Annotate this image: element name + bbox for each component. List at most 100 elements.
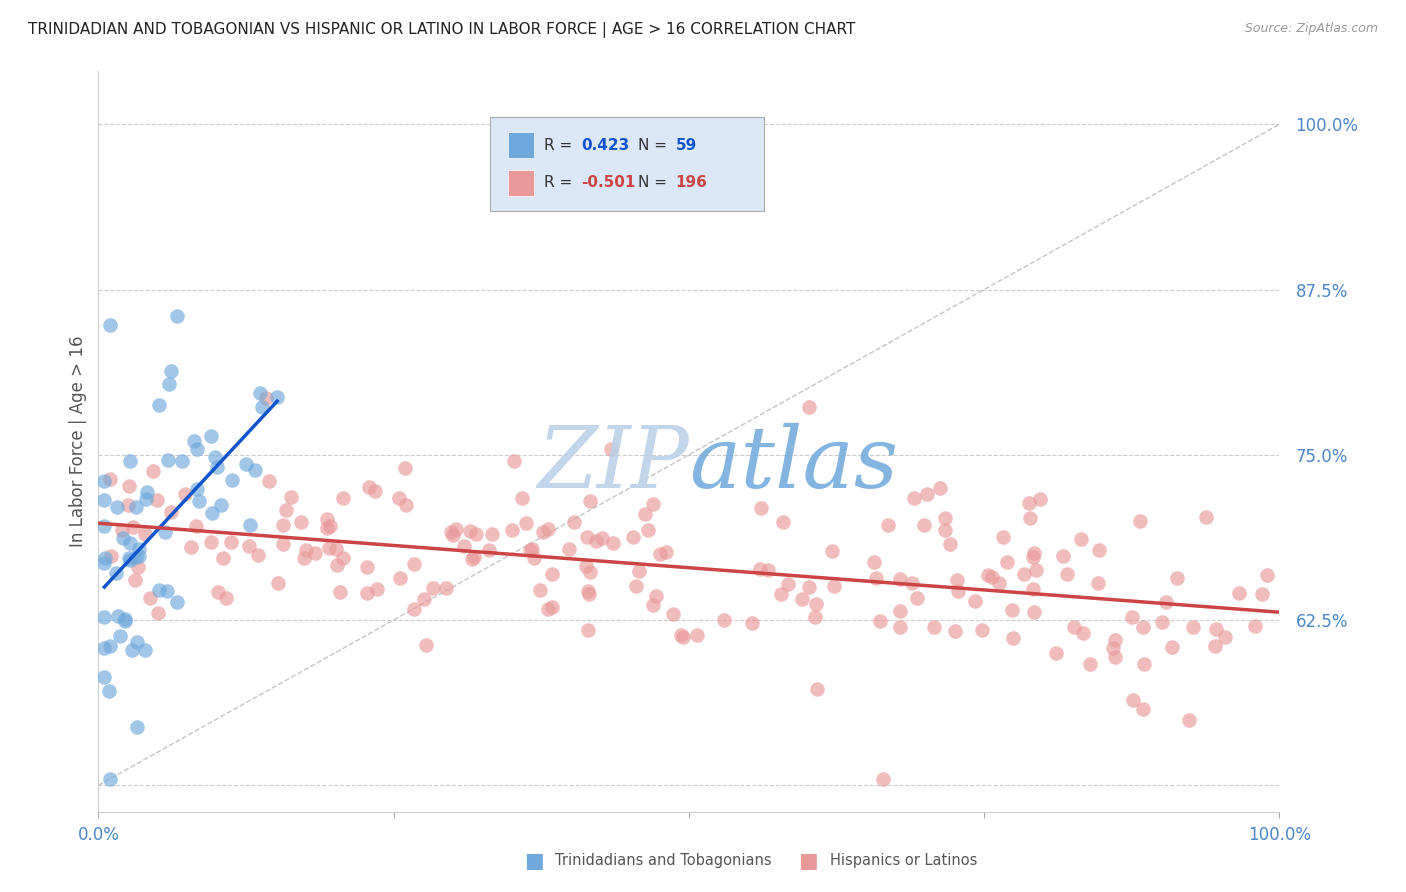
Point: [821, 544, 844, 558]
Point: [529, 582, 551, 597]
Point: [790, 592, 813, 607]
Point: [93, 556, 115, 570]
Point: [903, 491, 925, 505]
Point: [751, 501, 773, 516]
Point: [160, 364, 183, 378]
Text: N =: N =: [638, 176, 672, 190]
Point: [823, 579, 845, 593]
Point: [415, 638, 437, 652]
Point: [444, 522, 467, 536]
Point: [806, 597, 828, 611]
Point: [402, 557, 425, 571]
Point: [111, 523, 134, 537]
Point: [1063, 620, 1085, 634]
Point: [1018, 511, 1040, 525]
Point: [772, 515, 794, 529]
Point: [1156, 594, 1178, 608]
Point: [267, 576, 290, 591]
Point: [799, 580, 821, 594]
Point: [97, 684, 120, 698]
Point: [686, 628, 709, 642]
Point: [294, 543, 316, 558]
Point: [1195, 510, 1218, 524]
Point: [441, 528, 464, 542]
Point: [107, 608, 129, 623]
Point: [273, 536, 295, 550]
Point: [643, 598, 665, 612]
Point: [238, 517, 260, 532]
Point: [114, 614, 136, 628]
Point: [537, 522, 560, 536]
Point: [575, 530, 598, 544]
Point: [148, 606, 170, 620]
Point: [1251, 587, 1274, 601]
Point: [128, 542, 150, 557]
Point: [669, 628, 692, 642]
Point: [136, 485, 159, 500]
Point: [1104, 649, 1126, 664]
Point: [1205, 622, 1227, 636]
Point: [749, 562, 772, 576]
Point: [637, 523, 659, 537]
Point: [537, 601, 560, 615]
Point: [188, 493, 211, 508]
Point: [125, 720, 148, 734]
Point: [531, 525, 554, 540]
Point: [575, 558, 598, 573]
Point: [402, 601, 425, 615]
Point: [1129, 514, 1152, 528]
Point: [1022, 582, 1045, 596]
Point: [246, 548, 269, 562]
Point: [1018, 496, 1040, 510]
Point: [98, 772, 121, 786]
Text: 0.423: 0.423: [582, 138, 630, 153]
Point: [713, 613, 735, 627]
Text: ZIP: ZIP: [537, 423, 689, 505]
Point: [104, 566, 127, 581]
Point: [981, 570, 1004, 584]
Point: [1177, 713, 1199, 727]
Point: [1012, 567, 1035, 582]
Point: [243, 463, 266, 477]
Point: [125, 500, 148, 515]
Point: [122, 519, 145, 533]
Point: [1213, 631, 1236, 645]
Point: [257, 474, 280, 488]
Point: [523, 551, 546, 566]
Point: [124, 573, 146, 587]
Text: Hispanics or Latinos: Hispanics or Latinos: [830, 854, 977, 868]
Text: 59: 59: [676, 138, 697, 153]
Point: [166, 309, 188, 323]
Point: [1088, 542, 1111, 557]
Point: [318, 518, 340, 533]
Point: [249, 386, 271, 401]
Point: [995, 555, 1018, 569]
Point: [325, 541, 347, 556]
Point: [254, 391, 277, 405]
Point: [624, 579, 647, 593]
Point: [166, 595, 188, 609]
Point: [118, 552, 141, 566]
Point: [1056, 566, 1078, 581]
Point: [153, 525, 176, 540]
Point: [481, 526, 503, 541]
Point: [134, 527, 156, 541]
Point: [128, 549, 150, 563]
Point: [599, 442, 621, 456]
Point: [332, 491, 354, 505]
Point: [1104, 633, 1126, 648]
Text: ■: ■: [524, 851, 544, 871]
Point: [769, 587, 792, 601]
Point: [434, 582, 457, 596]
Point: [93, 492, 115, 507]
Point: [183, 434, 205, 448]
Point: [576, 623, 599, 637]
Point: [461, 551, 484, 566]
Point: [356, 586, 378, 600]
Point: [329, 585, 352, 599]
Point: [100, 549, 122, 564]
Point: [943, 624, 966, 638]
Point: [142, 464, 165, 478]
Point: [478, 543, 501, 558]
Point: [105, 500, 128, 515]
